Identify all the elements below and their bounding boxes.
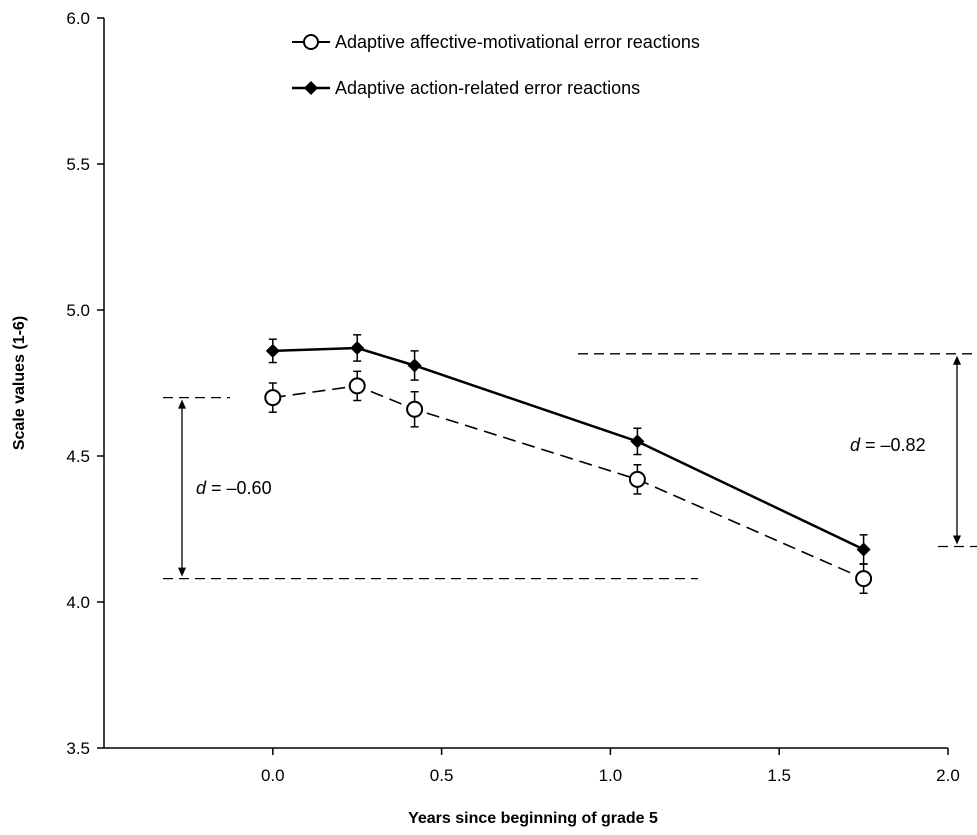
x-tick-label: 1.5 [767,766,791,785]
y-tick-label: 3.5 [66,739,90,758]
effect-size-symbol: d [196,478,207,498]
series-line-affective [272,385,864,580]
axes: 3.5 4.0 4.5 5.0 5.5 6.0 0.0 0.5 1.0 1.5 2.0 [66,9,959,785]
data-point-affective [855,570,873,588]
y-tick-label: 4.0 [66,593,90,612]
legend: Adaptive affective-motivational error re… [292,32,700,98]
data-point-affective [406,400,424,418]
legend-label-affective: Adaptive affective-motivational error re… [335,32,700,52]
effect-arrow-0.82-head-up [953,355,961,365]
x-tick-label: 0.0 [261,766,285,785]
series-layer [264,334,873,594]
y-tick-label: 5.5 [66,155,90,174]
data-point-affective [264,389,282,407]
effect-arrow-0.60-head-down [178,567,186,577]
data-point-action [630,434,645,449]
effect-size-guides: d = –0.60d = –0.82 [163,353,977,580]
y-tick-label: 4.5 [66,447,90,466]
x-axis-title: Years since beginning of grade 5 [408,810,658,827]
data-point-action [350,340,365,355]
data-point-action [265,343,280,358]
legend-label-action: Adaptive action-related error reactions [335,78,640,98]
y-tick-label: 6.0 [66,9,90,28]
effect-size-label: d = –0.82 [850,435,926,455]
x-tick-label: 1.0 [599,766,623,785]
data-point-action [856,542,871,557]
y-axis-title: Scale values (1-6) [11,316,28,450]
effect-size-symbol: d [850,435,861,455]
y-tick-label: 5.0 [66,301,90,320]
data-point-affective [348,377,366,395]
legend-marker-action [304,81,318,95]
effect-size-value: = –0.60 [206,478,272,498]
x-tick-label: 0.5 [430,766,454,785]
x-tick-label: 2.0 [936,766,960,785]
effect-size-label: d = –0.60 [196,478,272,498]
data-point-action [407,358,422,373]
effect-arrow-0.60-head-up [178,399,186,409]
legend-marker-affective [303,34,319,50]
effect-size-value: = –0.82 [860,435,926,455]
series-line-action [272,346,865,551]
data-point-affective [628,470,646,488]
effect-arrow-0.82-head-down [953,535,961,545]
